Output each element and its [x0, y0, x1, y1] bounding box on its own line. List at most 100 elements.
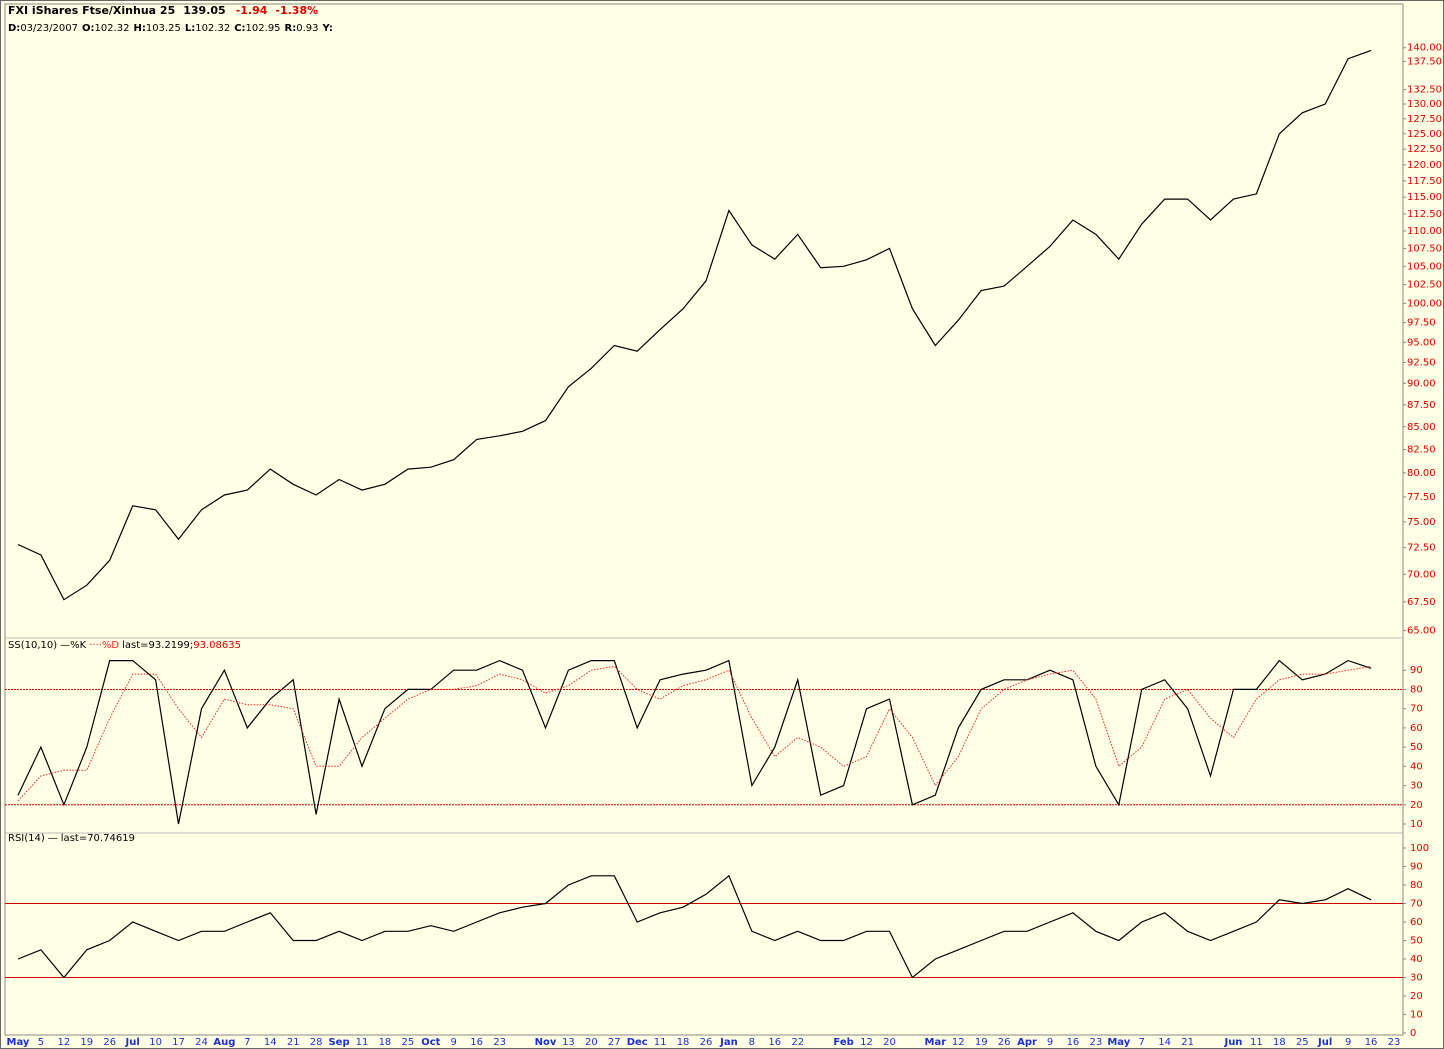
change: -1.94: [236, 4, 268, 17]
x-tick-label: 20: [585, 1037, 598, 1048]
series-line: [17, 874, 1372, 979]
x-tick-label: 9: [1047, 1037, 1053, 1048]
y-tick-label: 125.00: [1407, 129, 1442, 140]
x-tick-label: 21: [287, 1037, 300, 1048]
legend-swatch: —: [48, 833, 58, 844]
x-tick-label: 20: [883, 1037, 896, 1048]
series-line: [17, 659, 1372, 825]
y-tick-label: 97.50: [1407, 318, 1436, 329]
y-tick-label: 120.00: [1407, 160, 1442, 171]
x-tick-label: Dec: [627, 1037, 648, 1048]
x-tick-label: Sep: [328, 1037, 349, 1048]
x-tick-label: 23: [493, 1037, 506, 1048]
x-tick-label: 22: [791, 1037, 804, 1048]
legend-entry: %D: [102, 640, 120, 651]
info-key: Y:: [322, 23, 333, 34]
y-tick-label: 102.50: [1407, 280, 1442, 291]
x-tick-label: 21: [1181, 1037, 1194, 1048]
x-tick-label: 7: [244, 1037, 250, 1048]
y-tick-label: 132.50: [1407, 85, 1442, 96]
x-tick-label: 16: [1365, 1037, 1378, 1048]
x-tick-label: 16: [470, 1037, 483, 1048]
x-tick-label: 25: [401, 1037, 414, 1048]
x-tick-label: Nov: [535, 1037, 557, 1048]
legend-swatch: ····: [89, 640, 102, 651]
x-tick-label: Jul: [1317, 1037, 1332, 1048]
info-key: H:: [133, 23, 145, 34]
y-tick-label: 10: [1410, 1010, 1423, 1021]
info-value: 103.25: [146, 23, 181, 34]
x-tick-label: 14: [1158, 1037, 1171, 1048]
legend-swatch: —: [60, 640, 70, 651]
y-tick-label: 77.50: [1407, 492, 1436, 503]
y-tick-label: 82.50: [1407, 444, 1436, 455]
info-value: 0.93: [296, 23, 318, 34]
series-line: [17, 49, 1372, 601]
x-tick-label: 9: [451, 1037, 457, 1048]
x-tick-label: 26: [998, 1037, 1011, 1048]
y-tick-label: 95.00: [1407, 337, 1436, 348]
y-tick-label: 90: [1410, 862, 1423, 873]
y-tick-label: 30: [1410, 973, 1423, 984]
x-tick-label: 19: [80, 1037, 93, 1048]
x-tick-label: Feb: [833, 1037, 853, 1048]
y-tick-label: 20: [1410, 800, 1423, 811]
header: FXI iShares Ftse/Xinhua 25 139.05 -1.94 -1.…: [8, 4, 318, 17]
y-tick-label: 80: [1410, 880, 1423, 891]
x-tick-label: 26: [700, 1037, 713, 1048]
x-tick-label: 9: [1345, 1037, 1351, 1048]
symbol-title: FXI iShares Ftse/Xinhua 25: [8, 4, 175, 17]
info-value: 102.95: [246, 23, 281, 34]
x-tick-label: 11: [1250, 1037, 1263, 1048]
x-tick-label: 27: [608, 1037, 621, 1048]
y-tick-label: 60: [1410, 917, 1423, 928]
legend-note: last=93.2199;: [122, 640, 193, 651]
y-tick-label: 100: [1410, 843, 1429, 854]
y-tick-label: 92.50: [1407, 358, 1436, 369]
x-tick-label: 12: [952, 1037, 965, 1048]
x-tick-label: 10: [149, 1037, 162, 1048]
x-tick-label: Jul: [125, 1037, 140, 1048]
panel-legend: RSI(14) — last=70.74619: [8, 833, 135, 844]
info-key: R:: [285, 23, 297, 34]
info-key: D:: [8, 23, 20, 34]
y-tick-label: 107.50: [1407, 243, 1442, 254]
info-key: C:: [234, 23, 245, 34]
y-tick-label: 40: [1410, 954, 1423, 965]
info-key: O:: [82, 23, 95, 34]
x-tick-label: Jan: [719, 1037, 738, 1048]
y-tick-label: 90.00: [1407, 378, 1436, 389]
y-tick-label: 110.00: [1407, 226, 1442, 237]
x-tick-label: May: [1107, 1037, 1130, 1048]
panel-label: SS(10,10): [8, 640, 57, 651]
x-tick-label: 19: [975, 1037, 988, 1048]
y-tick-label: 115.00: [1407, 192, 1442, 203]
info-value: 102.32: [195, 23, 230, 34]
x-tick-label: 25: [1296, 1037, 1309, 1048]
y-tick-label: 137.50: [1407, 56, 1442, 67]
x-tick-label: 14: [264, 1037, 277, 1048]
legend-note: last=70.74619: [61, 833, 135, 844]
x-tick-label: 18: [379, 1037, 392, 1048]
y-tick-label: 67.50: [1407, 597, 1436, 608]
x-tick-label: 11: [654, 1037, 667, 1048]
x-tick-label: Jun: [1223, 1037, 1242, 1048]
info-value: 102.32: [94, 23, 129, 34]
x-tick-label: 7: [1139, 1037, 1145, 1048]
legend-note: 93.08635: [193, 640, 241, 651]
x-tick-label: 23: [1089, 1037, 1102, 1048]
info-key: L:: [185, 23, 195, 34]
x-tick-label: 16: [1067, 1037, 1080, 1048]
last-price: 139.05: [183, 4, 225, 17]
info-value: 03/23/2007: [20, 23, 78, 34]
y-tick-label: 70: [1410, 704, 1423, 715]
x-tick-label: 23: [1388, 1037, 1401, 1048]
y-tick-label: 70.00: [1407, 569, 1436, 580]
change-pct: -1.38%: [275, 4, 318, 17]
y-tick-label: 70: [1410, 899, 1423, 910]
y-tick-label: 100.00: [1407, 298, 1442, 309]
x-tick-label: 16: [768, 1037, 781, 1048]
